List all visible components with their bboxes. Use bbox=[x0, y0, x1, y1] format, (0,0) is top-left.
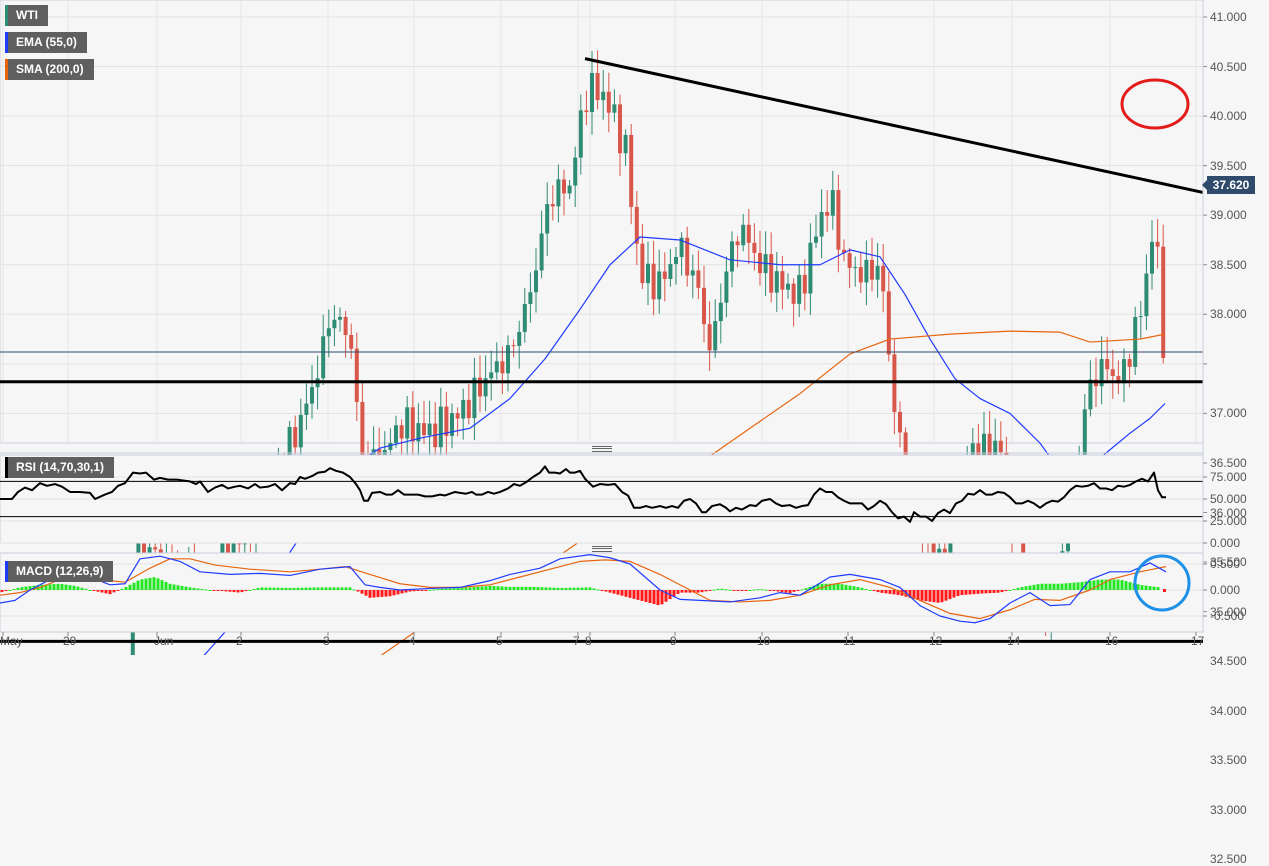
price-axis-label: 35.500 bbox=[1210, 555, 1247, 570]
rsi-axis-label: 50.000 bbox=[1210, 492, 1247, 506]
pane-resize-handle[interactable] bbox=[592, 446, 612, 452]
legend-label: MACD (12,26,9) bbox=[16, 564, 104, 578]
time-axis-label: 8 bbox=[585, 634, 592, 648]
ema-line bbox=[203, 236, 1166, 655]
time-axis-label: Jun bbox=[154, 634, 174, 648]
price-axis-label: 34.000 bbox=[1210, 703, 1247, 718]
time-axis-label: 12 bbox=[929, 634, 943, 648]
rsi-axis-label: 25.000 bbox=[1210, 514, 1247, 528]
price-axis-label: 37.000 bbox=[1210, 406, 1247, 421]
legend-label: EMA (55,0) bbox=[16, 35, 77, 49]
time-axis-label: 7 bbox=[573, 634, 580, 648]
price-axis-label: 33.000 bbox=[1210, 802, 1247, 817]
macd-line bbox=[0, 554, 1167, 624]
macd-pane[interactable] bbox=[0, 552, 1204, 633]
legend-label: RSI (14,70,30,1) bbox=[16, 460, 105, 474]
macd-axis-label: -0.500 bbox=[1210, 609, 1245, 623]
time-axis-label: 4 bbox=[409, 634, 416, 648]
legend-color-swatch bbox=[5, 561, 8, 582]
time-axis-label: 3 bbox=[323, 634, 330, 648]
price-axis-label: 38.500 bbox=[1210, 257, 1247, 272]
legend-color-swatch bbox=[5, 32, 8, 53]
legend-color-swatch bbox=[5, 59, 8, 80]
rsi-plot bbox=[0, 465, 1203, 544]
legend-label: WTI bbox=[16, 8, 38, 22]
price-axis-label: 41.000 bbox=[1210, 10, 1247, 24]
macd-axis-label: 0.000 bbox=[1210, 583, 1241, 597]
time-axis-label: May bbox=[0, 634, 23, 648]
time-axis-label: 16 bbox=[1105, 634, 1119, 648]
main-pane[interactable] bbox=[0, 0, 1204, 444]
time-axis-label: 5 bbox=[496, 634, 503, 648]
pane-resize-handle[interactable] bbox=[592, 546, 612, 552]
current-price-tag: 37.620 bbox=[1202, 176, 1255, 194]
price-axis-label: 40.500 bbox=[1210, 59, 1247, 74]
price-axis-label: 39.500 bbox=[1210, 158, 1247, 173]
chart-canvas[interactable] bbox=[0, 0, 1269, 655]
time-axis-label: 11 bbox=[843, 634, 856, 648]
rsi-axis-label: 0.000 bbox=[1210, 536, 1241, 550]
red-circle-annotation bbox=[1120, 78, 1190, 130]
time-axis-label: 17 bbox=[1191, 634, 1205, 648]
price-axis-label: 36.500 bbox=[1210, 455, 1247, 470]
legend-label: SMA (200,0) bbox=[16, 62, 84, 76]
annotations bbox=[1120, 78, 1191, 612]
price-axis-label: 34.500 bbox=[1210, 654, 1247, 669]
price-axis-label: 38.000 bbox=[1210, 307, 1247, 322]
time-axis-label: 14 bbox=[1007, 634, 1021, 648]
time-axis-label: 10 bbox=[757, 634, 771, 648]
axes bbox=[2, 0, 1207, 636]
legend-ema[interactable]: EMA (55,0) bbox=[5, 32, 87, 53]
price-axis-label: 40.000 bbox=[1210, 109, 1247, 124]
blue-circle-annotation bbox=[1133, 554, 1191, 612]
legend-macd[interactable]: MACD (12,26,9) bbox=[5, 561, 114, 582]
rsi-axis-label: 75.000 bbox=[1210, 470, 1247, 484]
macd-plot bbox=[0, 554, 1203, 624]
legend-rsi[interactable]: RSI (14,70,30,1) bbox=[5, 457, 115, 478]
time-axis-label: 29 bbox=[63, 634, 77, 648]
macd-signal-line bbox=[0, 558, 1167, 620]
price-axis-label: 35.000 bbox=[1210, 604, 1247, 619]
legend-wti[interactable]: WTI bbox=[5, 5, 48, 26]
price-axis-label: 36.000 bbox=[1210, 505, 1247, 520]
time-axis-label: 9 bbox=[670, 634, 677, 648]
macd-axis-label: 0.500 bbox=[1210, 557, 1241, 571]
price-axis-label: 39.000 bbox=[1210, 208, 1247, 223]
legend-sma[interactable]: SMA (200,0) bbox=[5, 59, 94, 80]
time-axis-label: 2 bbox=[236, 634, 243, 648]
price-axis-label: 32.500 bbox=[1210, 852, 1247, 866]
price-axis-label: 33.500 bbox=[1210, 753, 1247, 768]
legend-color-swatch bbox=[5, 5, 8, 26]
rsi-line bbox=[0, 465, 1166, 523]
legend-color-swatch bbox=[5, 457, 8, 478]
resistance-trendline bbox=[584, 57, 1204, 194]
